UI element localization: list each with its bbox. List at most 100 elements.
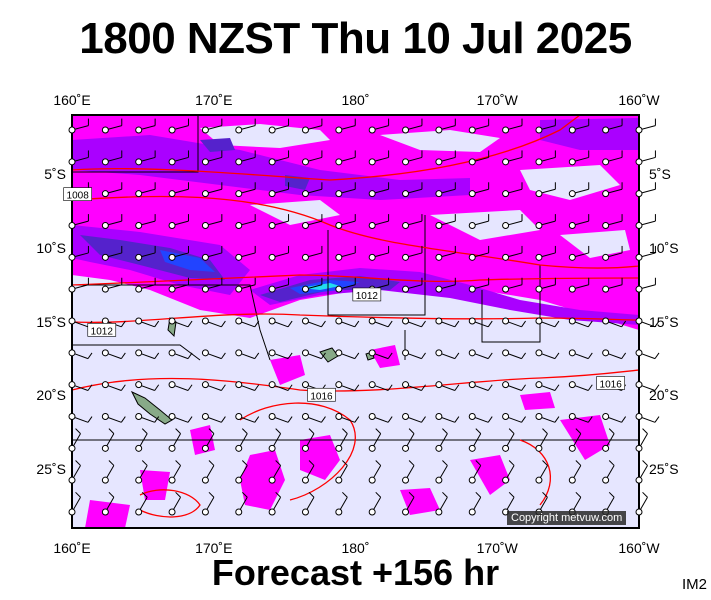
wind-barb <box>602 118 623 134</box>
wind-barb <box>535 349 560 360</box>
wind-barb <box>235 349 260 360</box>
wind-barb <box>568 349 593 360</box>
wind-barb <box>335 491 348 516</box>
wind-barb <box>168 214 189 229</box>
wind-barb <box>435 182 456 198</box>
wind-barb <box>235 214 256 229</box>
wind-barb <box>101 150 123 166</box>
wind-barb <box>301 413 326 423</box>
wind-barb <box>535 182 556 198</box>
wind-barb <box>535 413 560 423</box>
wind-barb <box>68 277 89 293</box>
wind-barb <box>101 214 123 229</box>
wind-barb <box>201 182 223 198</box>
wind-barb <box>368 182 390 198</box>
wind-barb <box>101 413 126 423</box>
wind-barb <box>168 381 193 391</box>
wind-barb <box>135 381 160 391</box>
wind-barb <box>402 491 415 516</box>
wind-barb <box>468 150 490 166</box>
wind-barb <box>435 428 448 452</box>
wind-barb <box>201 428 215 452</box>
wind-barb <box>435 150 456 166</box>
wind-barb <box>101 245 123 261</box>
wind-barb <box>368 245 390 261</box>
wind-barb <box>335 460 348 484</box>
wind-barb <box>201 381 226 391</box>
wind-barb <box>101 182 123 198</box>
wind-barb <box>135 214 156 229</box>
wind-barb <box>502 428 515 452</box>
wind-barb <box>301 245 323 261</box>
wind-barb <box>135 150 156 166</box>
wind-barb <box>201 214 223 229</box>
wind-barb <box>635 428 648 452</box>
wind-barb <box>368 428 382 452</box>
wind-barb <box>168 118 189 134</box>
wind-barb <box>168 245 189 261</box>
wind-barb <box>268 349 293 360</box>
wind-barb <box>235 150 256 166</box>
lon-tick-top: 180˚ <box>341 92 370 108</box>
isobars <box>72 115 639 518</box>
wind-barb <box>168 460 181 484</box>
wind-barb <box>635 349 660 360</box>
isobar-labels: 1012 1012 1016 1016 1008 <box>63 187 625 402</box>
wind-barb <box>402 118 423 134</box>
wind-barb <box>402 428 415 452</box>
wind-barb <box>168 317 193 328</box>
lat-tick-left: 10˚S <box>36 239 66 256</box>
isobar-label: 1012 <box>352 287 382 302</box>
lat-tick-left: 5˚S <box>44 166 66 182</box>
wind-barb <box>535 428 548 452</box>
wind-barb <box>502 349 526 360</box>
wind-barb <box>301 317 326 328</box>
wind-barb <box>268 150 290 166</box>
wind-barb <box>335 413 360 423</box>
wind-barb <box>235 118 256 134</box>
wind-barb <box>368 150 390 166</box>
wind-barb <box>402 182 423 198</box>
wind-barb <box>335 277 356 293</box>
wind-barb <box>535 245 556 261</box>
wind-barb <box>402 413 426 423</box>
svg-text:1008: 1008 <box>67 191 90 202</box>
wind-barb <box>135 245 156 261</box>
wind-barb <box>101 381 126 391</box>
copyright-notice: Copyright metvuw.com <box>507 511 627 525</box>
wind-barb <box>502 381 526 391</box>
wind-barb <box>68 349 93 360</box>
isobar-label: 1012 <box>87 323 117 337</box>
lon-tick-bottom: 170˚E <box>195 540 233 556</box>
wind-barb <box>335 182 356 198</box>
wind-barb <box>68 413 93 423</box>
wind-barb <box>201 413 226 423</box>
wind-barb <box>635 118 656 134</box>
lat-tick-left: 20˚S <box>36 387 66 404</box>
wind-barb <box>268 182 290 198</box>
wind-barb <box>235 491 248 516</box>
wind-barb <box>435 214 456 229</box>
wind-barb <box>168 182 189 198</box>
wind-barb <box>602 245 623 261</box>
wind-barb <box>402 150 423 166</box>
wind-barb <box>68 245 89 261</box>
wind-barb <box>568 214 590 229</box>
wind-barb <box>135 460 148 484</box>
wind-barb <box>435 381 460 391</box>
wind-barb <box>101 460 115 484</box>
wind-barb <box>201 118 223 134</box>
forecast-label: Forecast +156 hr <box>211 552 500 593</box>
wind-barb <box>502 491 515 516</box>
wind-barb <box>168 428 181 452</box>
wind-barb <box>68 491 81 516</box>
wind-barb <box>568 460 582 484</box>
wind-barb <box>468 460 482 484</box>
wind-barb <box>402 277 423 293</box>
wind-barb <box>502 118 523 134</box>
wind-barb <box>368 118 390 134</box>
lat-tick-right: 25˚S <box>649 461 679 477</box>
wind-barb <box>435 349 460 360</box>
wind-barb <box>335 428 348 452</box>
